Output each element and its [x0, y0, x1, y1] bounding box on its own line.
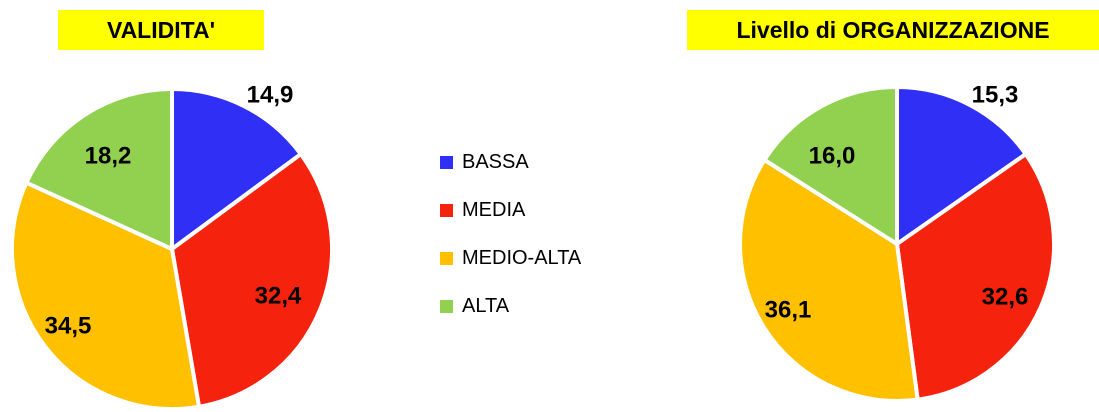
pie-slice-organizzazione-medio-alta: [738, 157, 920, 403]
legend-item-bassa: BASSA: [440, 138, 581, 186]
legend-label-media: MEDIA: [462, 198, 526, 221]
legend: BASSA MEDIA MEDIO-ALTA ALTA: [440, 138, 581, 330]
data-label-organizzazione-bassa: 15,3: [972, 81, 1019, 108]
data-label-organizzazione-media: 32,6: [982, 283, 1029, 310]
legend-item-medio-alta: MEDIO-ALTA: [440, 234, 581, 282]
pie-slice-validita-medio-alta: [10, 180, 202, 411]
legend-label-bassa: BASSA: [462, 150, 529, 173]
legend-swatch-alta: [440, 299, 453, 313]
pie-slice-validita-media: [170, 152, 334, 409]
legend-label-alta: ALTA: [462, 294, 510, 317]
chart-title-organizzazione: Livello di ORGANIZZAZIONE: [687, 10, 1099, 50]
legend-swatch-bassa: [440, 155, 453, 169]
pie-chart-validita: 14,9 32,4 34,5 18,2: [10, 81, 334, 411]
pie-chart-organizzazione: 15,3 32,6 36,1 16,0: [738, 81, 1056, 403]
chart-title-validita: VALIDITA': [58, 10, 264, 50]
pie-slice-validita-bassa: [170, 87, 303, 251]
data-label-validita-alta: 18,2: [85, 142, 132, 169]
legend-label-medio-alta: MEDIO-ALTA: [462, 246, 582, 269]
pie-slice-validita-alta: [24, 87, 174, 251]
pie-slice-organizzazione-alta: [762, 85, 899, 246]
data-label-organizzazione-medio-alta: 36,1: [765, 296, 812, 323]
legend-swatch-medio-alta: [440, 251, 453, 265]
data-label-validita-medio-alta: 34,5: [45, 312, 92, 339]
pie-slice-organizzazione-bassa: [895, 85, 1028, 246]
data-label-validita-bassa: 14,9: [247, 81, 294, 108]
data-label-validita-media: 32,4: [255, 282, 302, 309]
legend-item-media: MEDIA: [440, 186, 581, 234]
data-label-organizzazione-alta: 16,0: [809, 142, 856, 169]
pie-slice-organizzazione-media: [895, 152, 1056, 402]
legend-item-alta: ALTA: [440, 282, 581, 330]
legend-swatch-media: [440, 203, 453, 217]
